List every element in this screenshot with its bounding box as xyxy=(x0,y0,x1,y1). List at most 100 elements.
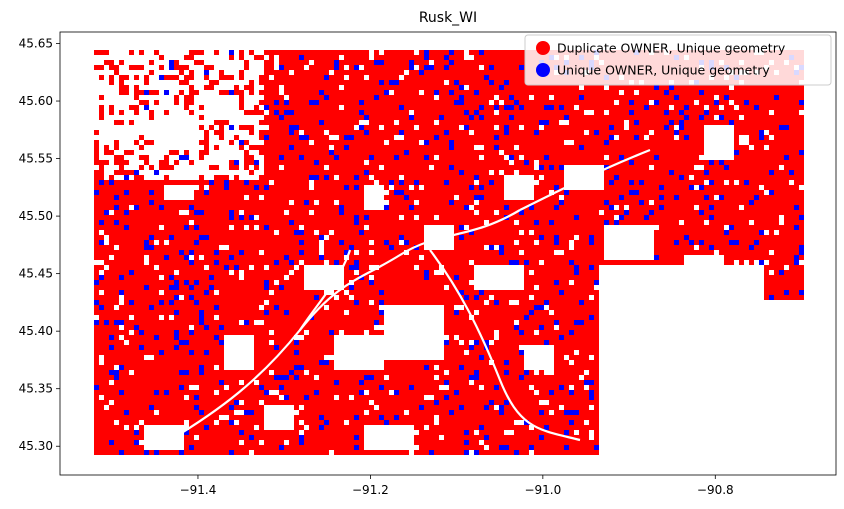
parcel-duplicate-owner xyxy=(749,100,754,105)
parcel-duplicate-owner xyxy=(689,245,694,250)
parcel-duplicate-owner xyxy=(454,185,459,190)
parcel-duplicate-owner xyxy=(529,145,534,150)
parcel-duplicate-owner xyxy=(714,220,719,225)
parcel-duplicate-owner xyxy=(134,270,139,275)
parcel-duplicate-owner xyxy=(304,170,309,175)
parcel-duplicate-owner xyxy=(514,95,519,100)
parcel-duplicate-owner xyxy=(654,210,659,215)
parcel-duplicate-owner xyxy=(374,80,379,85)
parcel-duplicate-owner xyxy=(409,235,414,240)
parcel-duplicate-owner xyxy=(349,210,354,215)
parcel-duplicate-owner xyxy=(744,190,749,195)
parcel-duplicate-owner xyxy=(534,105,539,110)
parcel-duplicate-owner xyxy=(529,220,534,225)
parcel-duplicate-owner xyxy=(589,120,594,125)
parcel-duplicate-owner xyxy=(639,155,644,160)
parcel-duplicate-owner xyxy=(394,205,399,210)
parcel-duplicate-owner xyxy=(789,205,794,210)
parcel-duplicate-owner xyxy=(419,75,424,80)
parcel-duplicate-owner xyxy=(294,200,299,205)
parcel-duplicate-owner xyxy=(289,195,294,200)
parcel-duplicate-owner xyxy=(459,90,464,95)
parcel-duplicate-owner xyxy=(499,205,504,210)
parcel-duplicate-owner xyxy=(114,210,119,215)
parcel-duplicate-owner xyxy=(499,235,504,240)
parcel-duplicate-owner xyxy=(294,110,299,115)
parcel-duplicate-owner xyxy=(484,55,489,60)
parcel-duplicate-owner xyxy=(454,115,459,120)
parcel-duplicate-owner xyxy=(254,180,259,185)
parcel-duplicate-owner xyxy=(414,190,419,195)
parcel-duplicate-owner xyxy=(669,205,674,210)
parcel-duplicate-owner xyxy=(364,230,369,235)
parcel-duplicate-owner xyxy=(394,55,399,60)
parcel-duplicate-owner xyxy=(174,215,179,220)
parcel-duplicate-owner xyxy=(334,105,339,110)
parcel-duplicate-owner xyxy=(404,215,409,220)
parcel-duplicate-owner xyxy=(764,160,769,165)
parcel-duplicate-owner xyxy=(274,215,279,220)
parcel-duplicate-owner xyxy=(329,60,334,65)
parcel-duplicate-owner xyxy=(709,225,714,230)
parcel-duplicate-owner xyxy=(454,95,459,100)
parcel-duplicate-owner xyxy=(414,120,419,125)
parcel-duplicate-owner xyxy=(664,190,669,195)
parcel-duplicate-owner xyxy=(544,240,549,245)
parcel-duplicate-owner xyxy=(249,195,254,200)
parcel-duplicate-owner xyxy=(519,215,524,220)
parcel-duplicate-owner xyxy=(794,90,799,95)
parcel-duplicate-owner xyxy=(674,220,679,225)
parcel-duplicate-owner xyxy=(274,80,279,85)
parcel-duplicate-owner xyxy=(404,265,409,270)
parcel-duplicate-owner xyxy=(574,280,579,285)
parcel-duplicate-owner xyxy=(279,105,284,110)
parcel-duplicate-owner xyxy=(744,220,749,225)
parcel-duplicate-owner xyxy=(444,220,449,225)
parcel-duplicate-owner xyxy=(289,65,294,70)
parcel-duplicate-owner xyxy=(799,265,804,270)
parcel-duplicate-owner xyxy=(629,90,634,95)
parcel-duplicate-owner xyxy=(284,195,289,200)
parcel-duplicate-owner xyxy=(129,275,134,280)
parcel-duplicate-owner xyxy=(314,195,319,200)
parcel-duplicate-owner xyxy=(509,205,514,210)
parcel-duplicate-owner xyxy=(314,140,319,145)
parcel-duplicate-owner xyxy=(629,150,634,155)
parcel-duplicate-owner xyxy=(644,140,649,145)
parcel-duplicate-owner xyxy=(619,100,624,105)
parcel-duplicate-owner xyxy=(499,160,504,165)
parcel-duplicate-owner xyxy=(269,220,274,225)
parcel-duplicate-owner xyxy=(184,270,189,275)
parcel-duplicate-owner xyxy=(669,155,674,160)
parcel-duplicate-owner xyxy=(619,115,624,120)
parcel-duplicate-owner xyxy=(669,95,674,100)
parcel-duplicate-owner xyxy=(309,260,314,265)
parcel-duplicate-owner xyxy=(349,225,354,230)
parcel-duplicate-owner xyxy=(634,125,639,130)
parcel-duplicate-owner xyxy=(559,215,564,220)
parcel-duplicate-owner xyxy=(449,170,454,175)
parcel-duplicate-owner xyxy=(139,215,144,220)
parcel-duplicate-owner xyxy=(794,240,799,245)
parcel-duplicate-owner xyxy=(209,255,214,260)
parcel-duplicate-owner xyxy=(439,185,444,190)
parcel-duplicate-owner xyxy=(299,140,304,145)
parcel-duplicate-owner xyxy=(309,200,314,205)
parcel-duplicate-owner xyxy=(134,255,139,260)
parcel-duplicate-owner xyxy=(444,215,449,220)
parcel-duplicate-owner xyxy=(489,220,494,225)
parcel-duplicate-owner xyxy=(559,220,564,225)
parcel-duplicate-owner xyxy=(664,260,669,265)
parcel-duplicate-owner xyxy=(524,240,529,245)
parcel-duplicate-owner xyxy=(409,215,414,220)
parcel-duplicate-owner xyxy=(369,260,374,265)
parcel-duplicate-owner xyxy=(109,80,114,85)
parcel-duplicate-owner xyxy=(109,195,114,200)
parcel-duplicate-owner xyxy=(779,175,784,180)
parcel-duplicate-owner xyxy=(739,220,744,225)
parcel-duplicate-owner xyxy=(799,275,804,280)
parcel-duplicate-owner xyxy=(354,155,359,160)
parcel-duplicate-owner xyxy=(334,95,339,100)
parcel-duplicate-owner xyxy=(94,245,99,250)
parcel-duplicate-owner xyxy=(684,100,689,105)
